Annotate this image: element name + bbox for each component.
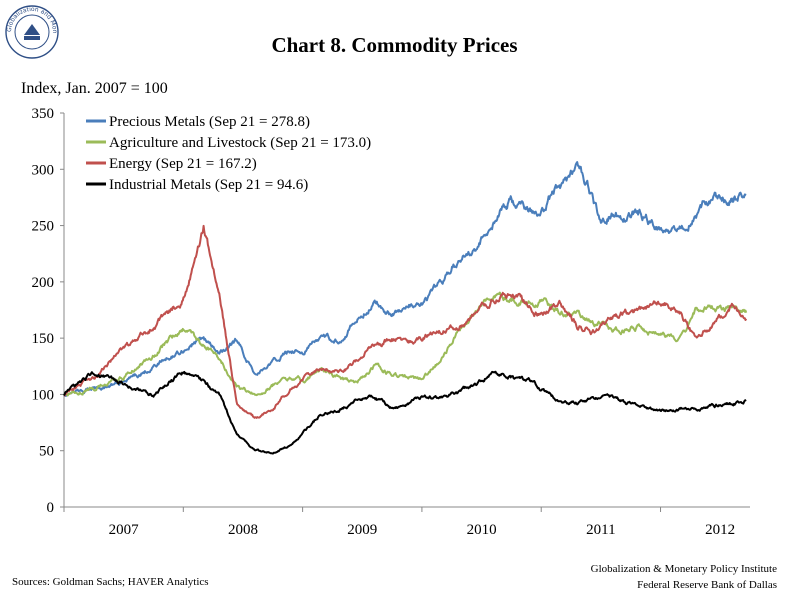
series-line-1 bbox=[63, 291, 748, 397]
y-tick-label: 100 bbox=[32, 387, 55, 403]
institute-line-2: Federal Reserve Bank of Dallas bbox=[637, 579, 777, 591]
y-tick-label: 250 bbox=[32, 219, 55, 235]
y-tick-label: 150 bbox=[32, 331, 55, 347]
y-axis-label: Index, Jan. 2007 = 100 bbox=[21, 80, 168, 97]
chart-title: Chart 8. Commodity Prices bbox=[271, 33, 518, 57]
y-tick-label: 350 bbox=[32, 106, 55, 122]
line-chart: 0 50 100 150 200 250 300 350 2007 2008 2009 2010 201… bbox=[32, 106, 750, 538]
series-line-2 bbox=[63, 224, 748, 419]
series-line-0 bbox=[63, 161, 747, 397]
y-tick-label: 0 bbox=[47, 500, 55, 516]
series-line-3 bbox=[63, 370, 747, 455]
institute-line-1: Globalization & Monetary Policy Institut… bbox=[590, 563, 777, 575]
legend-label-0: Precious Metals (Sep 21 = 278.8) bbox=[109, 114, 310, 130]
legend-label-3: Industrial Metals (Sep 21 = 94.6) bbox=[109, 177, 308, 193]
legend-label-2: Energy (Sep 21 = 167.2) bbox=[109, 156, 257, 172]
x-tick-label: 2010 bbox=[467, 522, 497, 538]
institute-credit: Globalization & Monetary Policy Institut… bbox=[591, 561, 777, 593]
institute-seal-logo: Globalization and Monetary Policy Instit… bbox=[4, 4, 59, 59]
x-tick-label: 2008 bbox=[228, 522, 258, 538]
x-tick-label: 2012 bbox=[705, 522, 735, 538]
legend-label-1: Agriculture and Livestock (Sep 21 = 173.… bbox=[109, 135, 371, 151]
x-tick-label: 2007 bbox=[109, 522, 140, 538]
y-tick-label: 200 bbox=[32, 275, 55, 291]
sources-note: Sources: Goldman Sachs; HAVER Analytics bbox=[12, 576, 209, 588]
x-tick-label: 2009 bbox=[347, 522, 377, 538]
y-tick-label: 50 bbox=[39, 444, 54, 460]
y-tick-label: 300 bbox=[32, 162, 55, 178]
x-tick-label: 2011 bbox=[586, 522, 615, 538]
